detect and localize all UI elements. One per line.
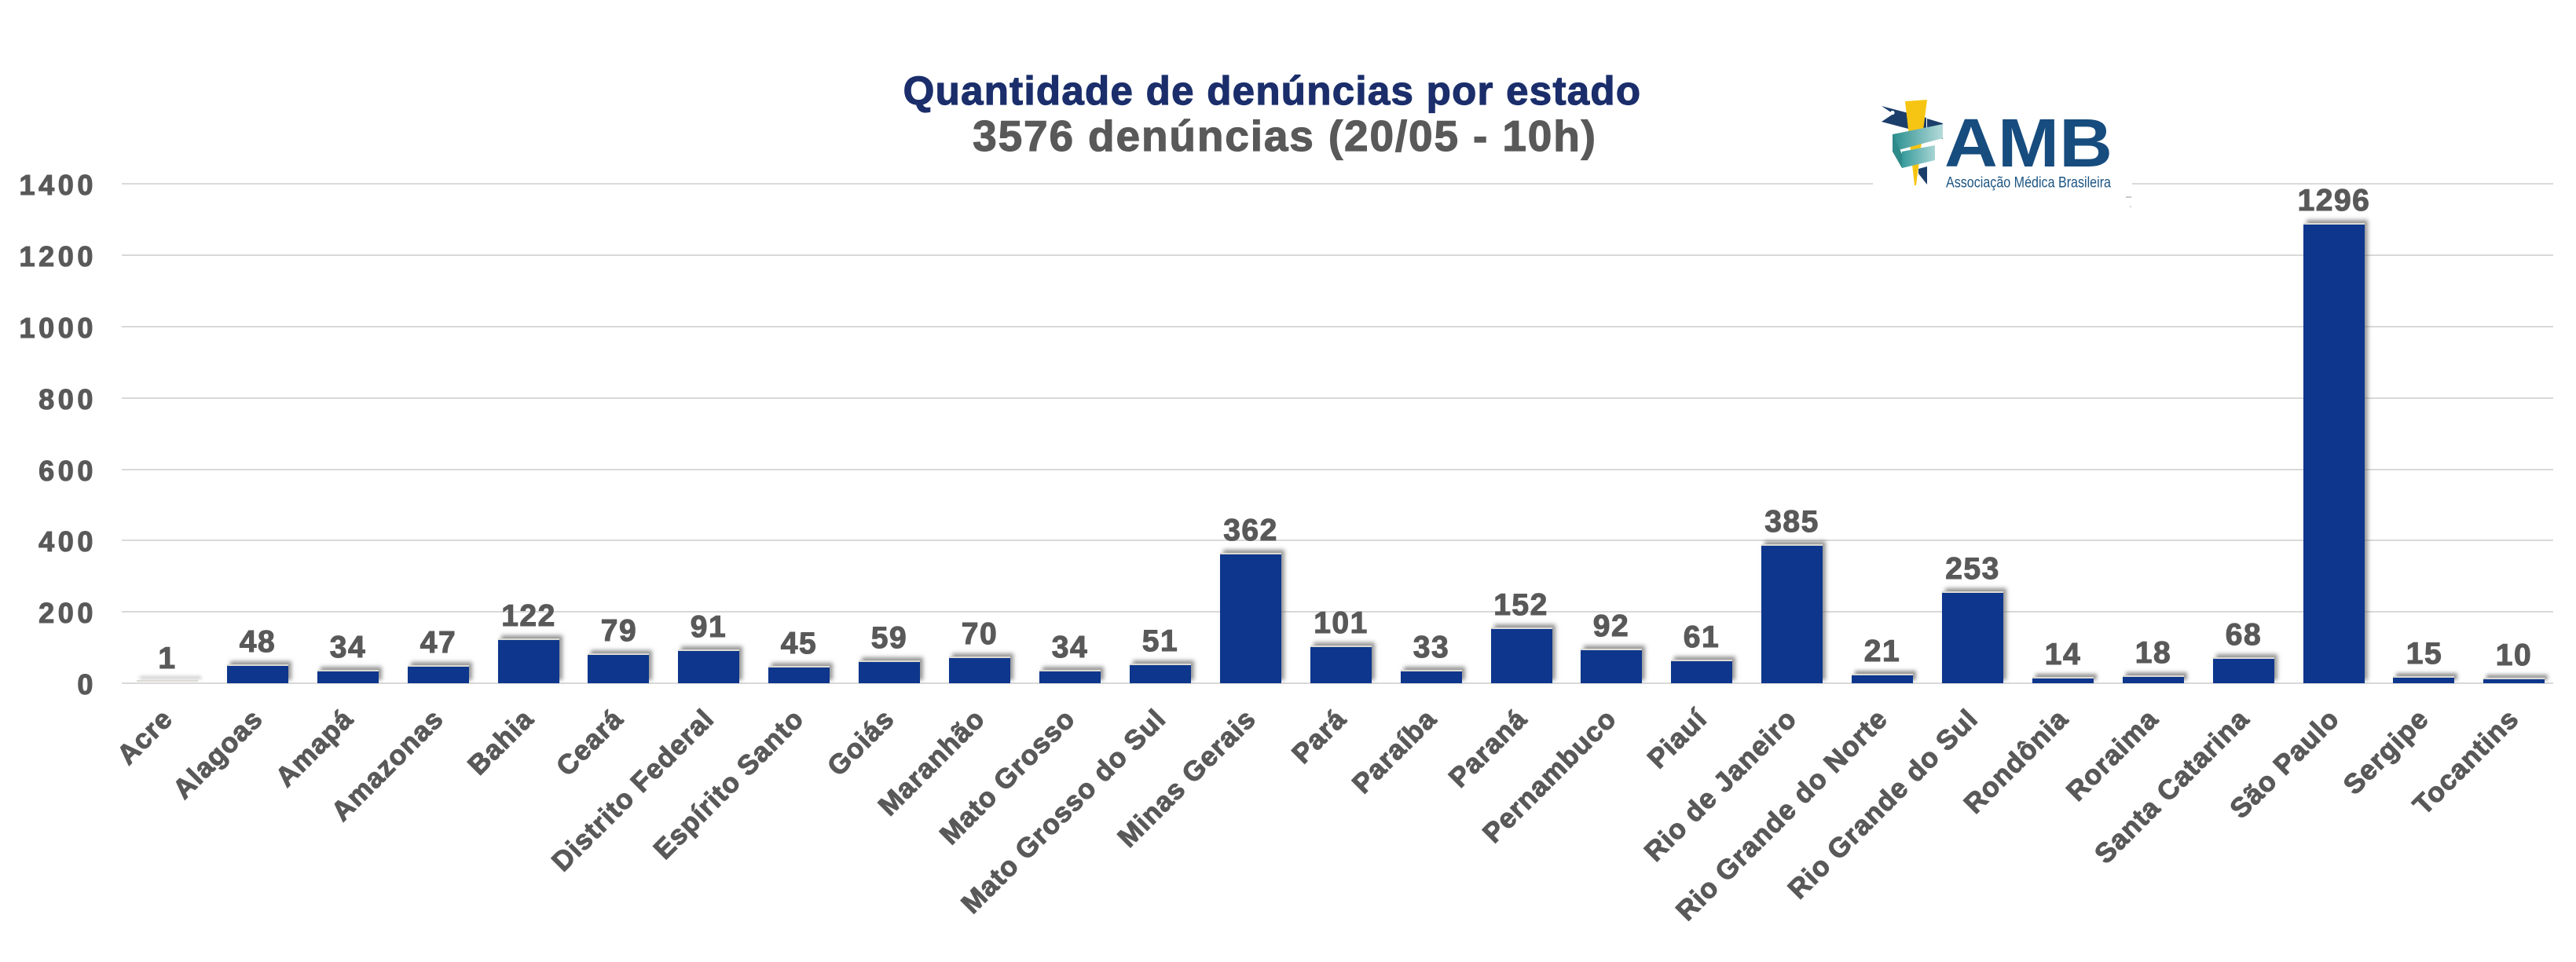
svg-text:AMB: AMB (1944, 105, 2112, 181)
svg-text:Associação Médica Brasileira: Associação Médica Brasileira (1946, 174, 2111, 192)
